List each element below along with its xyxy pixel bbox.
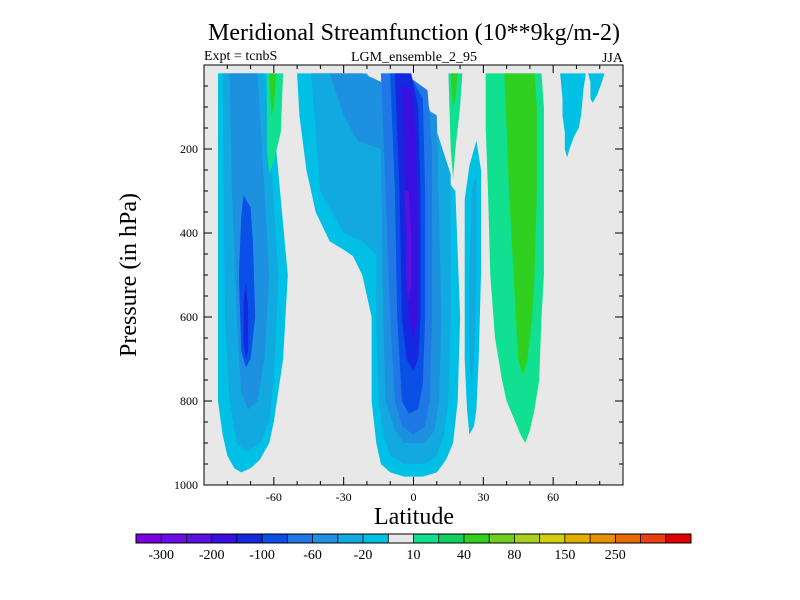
contour-eq-green-spike-inner: [450, 73, 458, 107]
colorbar-label: -60: [303, 548, 322, 563]
contour-eq-green-spike: [448, 73, 463, 179]
colorbar-swatch: [463, 534, 490, 543]
experiment-label: Expt = tcnbS: [204, 49, 277, 64]
x-tick-label: 60: [547, 490, 559, 504]
colorbar-swatch: [640, 534, 667, 543]
contour-sh-cell-core-inner: [243, 283, 249, 359]
colorbar-swatch: [186, 534, 212, 543]
colorbar-swatch: [337, 534, 364, 543]
y-tick-label: 600: [180, 310, 198, 324]
colorbar-label: -100: [249, 548, 275, 563]
season-label: JJA: [602, 51, 624, 66]
colorbar-label: 250: [605, 548, 626, 563]
colorbar-swatch: [564, 534, 591, 543]
y-tick-label: 200: [180, 142, 198, 156]
x-tick-label: 30: [477, 490, 489, 504]
colorbar-swatch: [539, 534, 566, 543]
colorbar-swatch: [514, 534, 540, 543]
colorbar-label: 80: [507, 548, 521, 563]
colorbar-swatch: [438, 534, 465, 543]
colorbar: -300 -200 -100 -60 -20 10 40 80 150 250: [135, 533, 692, 563]
contour-hadley-core: [404, 191, 412, 301]
contour-hadley-l300: [401, 86, 419, 338]
colorbar-frame: [135, 533, 692, 544]
colorbar-swatch: [413, 534, 440, 543]
colorbar-swatch: [136, 534, 162, 543]
contour-nh-ferrel-inner: [504, 73, 537, 376]
colorbar-label: -200: [199, 548, 225, 563]
chart-title: Meridional Streamfunction (10**9kg/m-2): [208, 20, 620, 46]
y-axis-label: Pressure (in hPa): [116, 193, 142, 357]
colorbar-swatch: [211, 534, 238, 543]
x-axis-label: Latitude: [374, 504, 454, 530]
colorbar-swatch: [312, 534, 339, 543]
y-tick-label: 1000: [174, 478, 198, 492]
colorbar-label: -300: [148, 548, 174, 563]
colorbar-swatch: [665, 534, 692, 543]
colorbar-swatch: [363, 534, 389, 543]
ensemble-label: LGM_ensemble_2_95: [351, 50, 477, 65]
x-tick-label: -30: [336, 490, 352, 504]
contour-regions: [218, 73, 605, 477]
axis-ticks: -60 -30 0 30 60 200 400 600 800 1000: [174, 65, 623, 504]
plot-area: -60 -30 0 30 60 200 400 600 800 1000: [174, 64, 624, 504]
x-tick-label: -60: [266, 490, 282, 504]
colorbar-swatch: [615, 534, 641, 543]
colorbar-swatch: [489, 534, 515, 543]
colorbar-label: -20: [354, 548, 373, 563]
colorbar-label: 10: [407, 548, 421, 563]
contour-ferrel-south-green-inner: [269, 73, 277, 116]
contour-polar-blue-far: [588, 73, 605, 103]
colorbar-label: 40: [457, 548, 471, 563]
x-tick-label: 0: [411, 490, 417, 504]
y-tick-label: 800: [180, 394, 198, 408]
contour-mid-blue-tongue-inner: [469, 174, 477, 385]
colorbar-swatch: [161, 534, 187, 543]
colorbar-swatch: [287, 534, 313, 543]
colorbar-swatch: [590, 534, 616, 543]
colorbar-label: 150: [554, 548, 575, 563]
contour-polar-blue: [560, 73, 586, 158]
colorbar-swatch: [236, 534, 263, 543]
y-tick-label: 400: [180, 226, 198, 240]
colorbar-swatch: [388, 534, 414, 543]
colorbar-swatch: [262, 534, 288, 543]
contour-sh-cell-core: [238, 195, 256, 368]
